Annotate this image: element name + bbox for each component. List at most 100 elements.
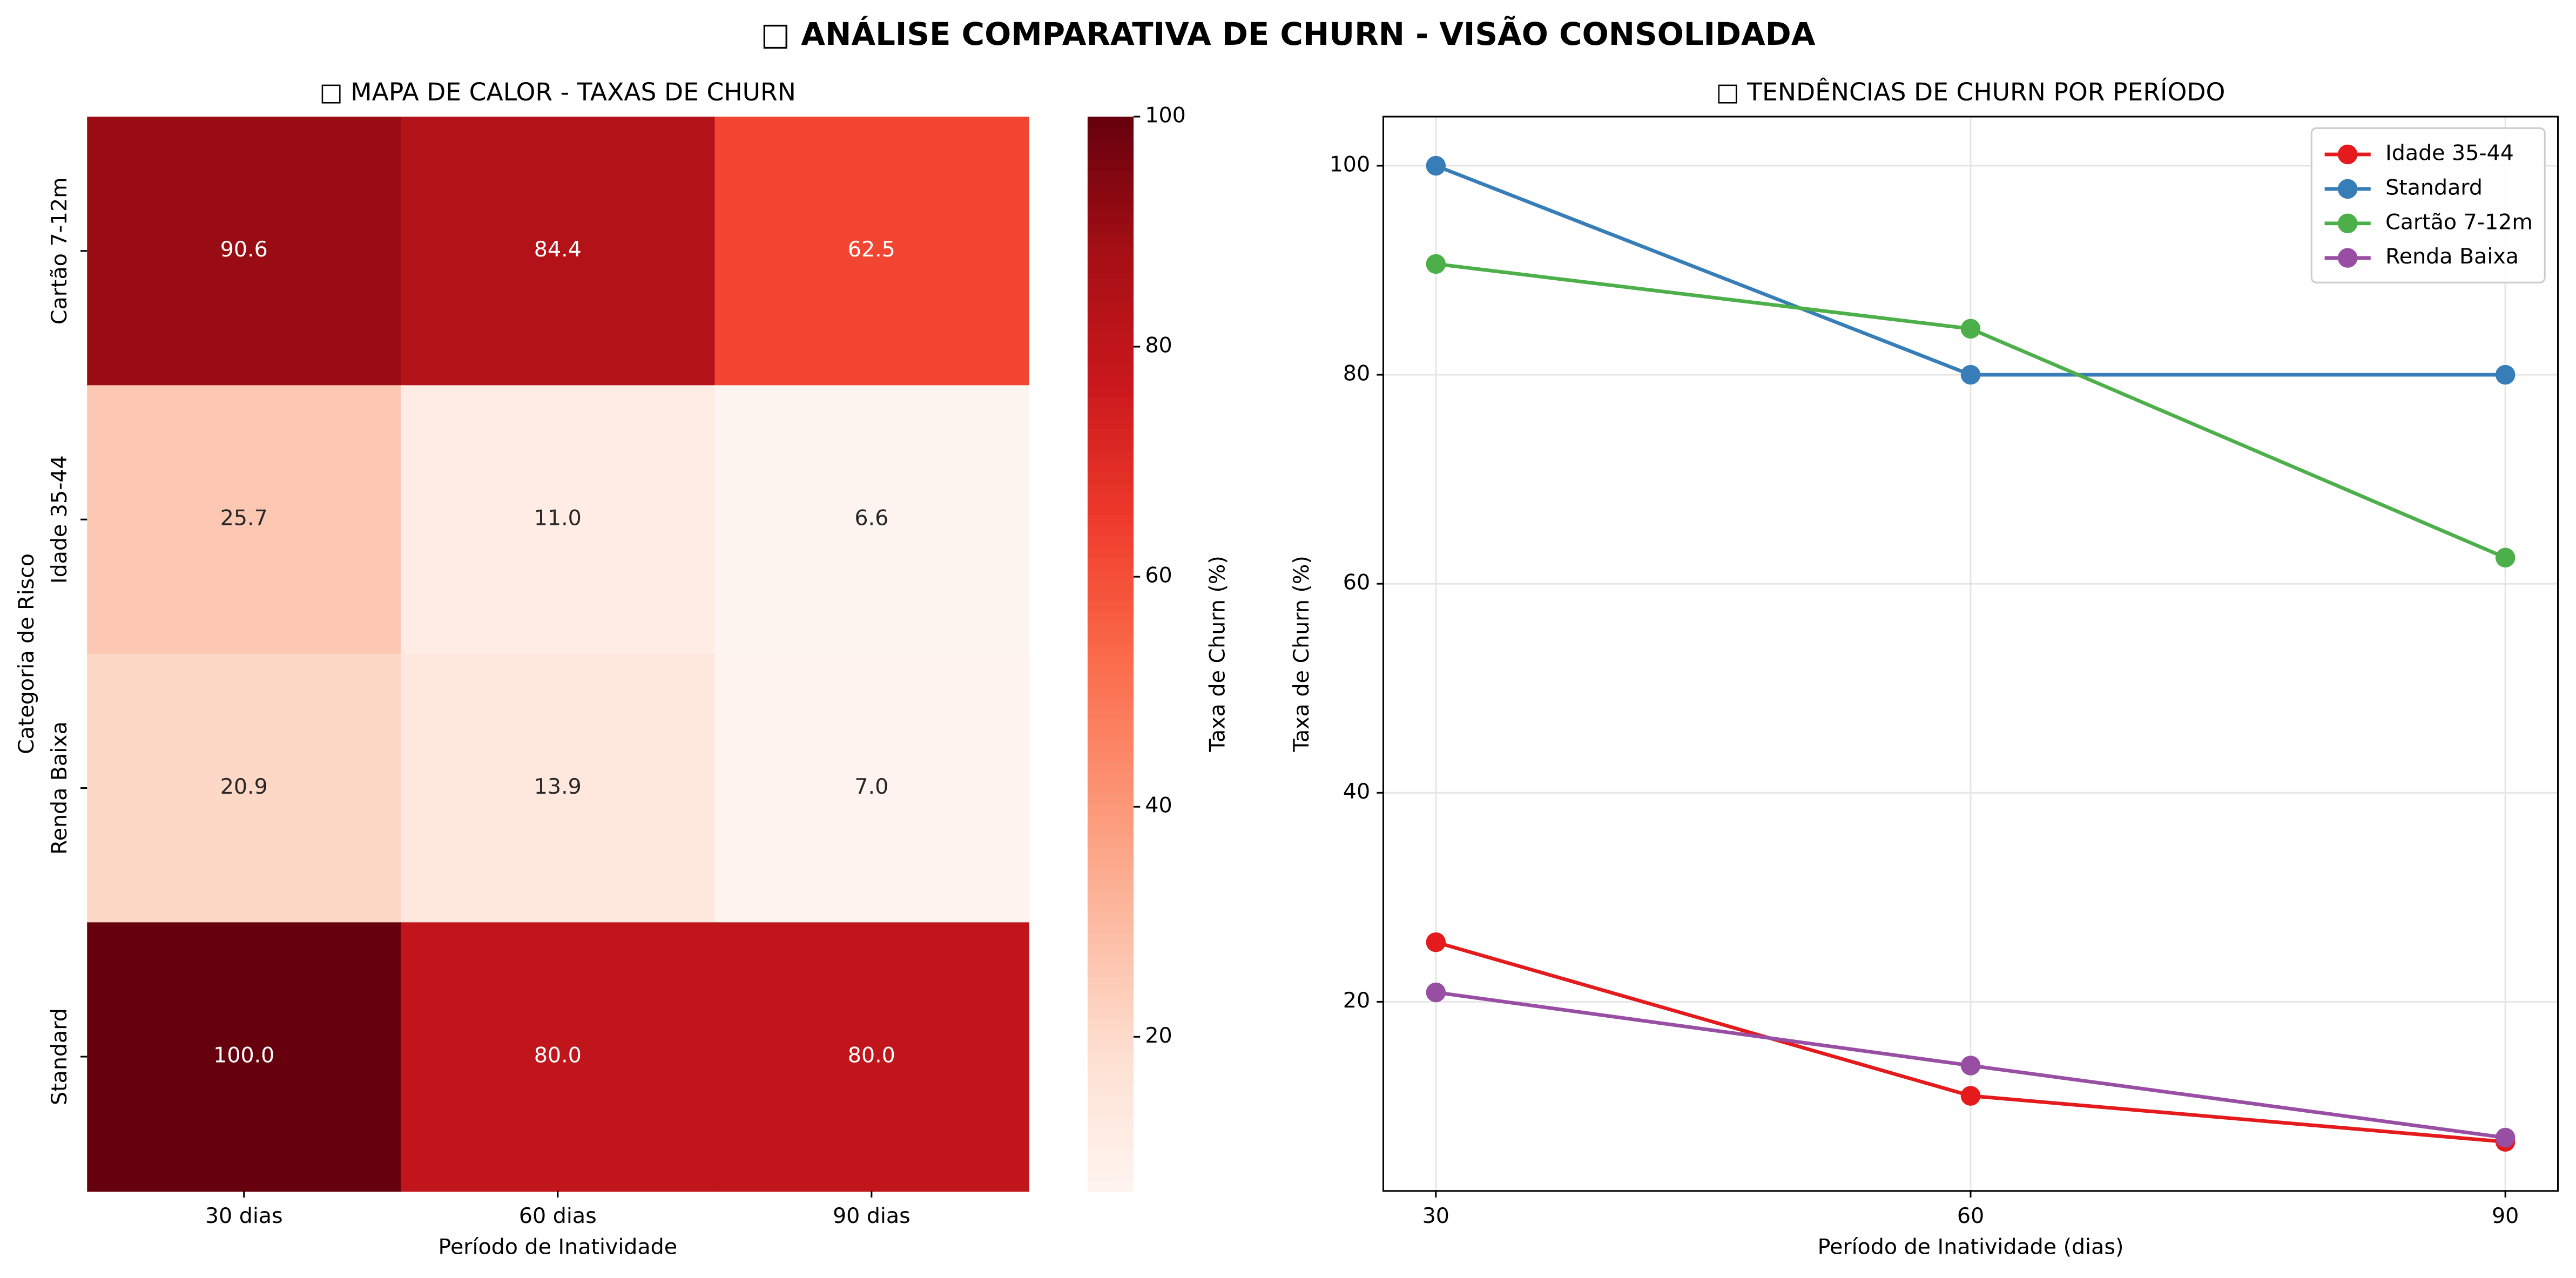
x-tick-label: 60 dias	[519, 1203, 597, 1228]
colorbar-segment	[1087, 385, 1134, 397]
heat-cell	[401, 922, 716, 1192]
colorbar-segment	[1087, 933, 1134, 945]
colorbar-tick-label: 100	[1145, 103, 1185, 128]
figure-title: □ ANÁLISE COMPARATIVA DE CHURN - VISÃO C…	[761, 15, 1816, 52]
colorbar-segment	[1087, 482, 1134, 493]
x-tick-label: 90	[2492, 1203, 2519, 1228]
colorbar-segment	[1087, 181, 1134, 193]
colorbar-segment	[1087, 986, 1134, 999]
point	[2495, 547, 2516, 568]
colorbar-segment	[1087, 449, 1134, 462]
y-tick-label: 100	[1330, 152, 1370, 177]
colorbar-segment	[1087, 1115, 1134, 1127]
colorbar-segment	[1087, 1137, 1134, 1149]
colorbar-segment	[1087, 192, 1134, 204]
colorbar-segment	[1087, 890, 1134, 902]
cell-label: 84.4	[534, 237, 582, 262]
colorbar-segment	[1087, 965, 1134, 977]
colorbar-segment	[1087, 750, 1134, 762]
legend-box	[2310, 127, 2546, 283]
colorbar-segment	[1087, 299, 1134, 311]
colorbar-segment	[1087, 428, 1134, 440]
cell-label: 25.7	[220, 506, 268, 531]
colorbar-segment	[1087, 536, 1134, 547]
cell-label: 80.0	[848, 1043, 895, 1068]
colorbar-tick-label: 80	[1145, 333, 1172, 358]
cell-label: 90.6	[220, 237, 268, 262]
colorbar-segment	[1087, 1008, 1134, 1020]
y-tick-label: 60	[1343, 570, 1370, 595]
heat-cell	[401, 653, 716, 923]
y-axis-label: Taxa de Churn (%)	[1289, 556, 1314, 752]
colorbar-segment	[1087, 955, 1134, 966]
colorbar-segment	[1087, 1105, 1134, 1117]
heat-cell	[401, 385, 716, 655]
y-tick-label: 20	[1343, 988, 1370, 1013]
cell-label: 6.6	[854, 506, 888, 531]
point	[1426, 155, 1446, 176]
heat-cell	[87, 385, 402, 655]
colorbar-segment	[1087, 471, 1134, 483]
colorbar-segment	[1087, 1019, 1134, 1031]
point	[2495, 1127, 2516, 1148]
colorbar-segment	[1087, 944, 1134, 956]
colorbar-label: Taxa de Churn (%)	[1205, 556, 1230, 752]
colorbar-segment	[1087, 256, 1134, 268]
point	[1426, 932, 1446, 952]
colorbar-segment	[1087, 826, 1134, 837]
cell-label: 80.0	[534, 1043, 582, 1068]
colorbar-segment	[1087, 868, 1134, 881]
y-tick-label: Cartão 7-12m	[47, 177, 72, 324]
colorbar-segment	[1087, 1083, 1134, 1096]
colorbar-segment	[1087, 374, 1134, 386]
x-tick-label: 30	[1422, 1203, 1449, 1228]
colorbar-segment	[1087, 492, 1134, 504]
colorbar-segment	[1087, 589, 1134, 601]
colorbar-segment	[1087, 363, 1134, 376]
legend-marker	[2337, 248, 2358, 268]
legend-label: Standard	[2385, 175, 2483, 200]
point	[1960, 1086, 1981, 1106]
colorbar-segment	[1087, 525, 1134, 537]
y-tick-label: Idade 35-44	[47, 455, 72, 584]
colorbar-segment	[1087, 514, 1134, 526]
cell-label: 13.9	[534, 774, 582, 799]
colorbar-segment	[1087, 234, 1134, 247]
colorbar-segment	[1087, 793, 1134, 805]
cell-label: 100.0	[213, 1043, 274, 1068]
colorbar-segment	[1087, 976, 1134, 988]
colorbar-segment	[1087, 740, 1134, 752]
colorbar-segment	[1087, 396, 1134, 408]
colorbar-segment	[1087, 1040, 1134, 1052]
colorbar-segment	[1087, 1061, 1134, 1074]
colorbar-segment	[1087, 567, 1134, 580]
heat-cell	[87, 117, 402, 386]
colorbar-segment	[1087, 170, 1134, 182]
colorbar-segment	[1087, 1051, 1134, 1063]
colorbar-segment	[1087, 148, 1134, 161]
legend-marker	[2337, 144, 2358, 165]
colorbar-segment	[1087, 503, 1134, 515]
colorbar-segment	[1087, 804, 1134, 816]
colorbar-segment	[1087, 911, 1134, 923]
colorbar-segment	[1087, 288, 1134, 300]
cell-label: 20.9	[220, 774, 268, 799]
colorbar-tick-label: 40	[1145, 793, 1172, 818]
colorbar-segment	[1087, 1169, 1134, 1181]
colorbar-segment	[1087, 922, 1134, 934]
x-tick-label: 60	[1957, 1203, 1984, 1228]
colorbar-segment	[1087, 611, 1134, 623]
colorbar-segment	[1087, 1126, 1134, 1138]
colorbar-segment	[1087, 213, 1134, 225]
legend-marker	[2337, 179, 2358, 199]
colorbar-segment	[1087, 643, 1134, 655]
x-axis-label: Período de Inatividade	[439, 1235, 678, 1260]
colorbar-segment	[1087, 278, 1134, 289]
colorbar-segment	[1087, 202, 1134, 214]
x-axis-label: Período de Inatividade (dias)	[1818, 1235, 2124, 1260]
colorbar-segment	[1087, 245, 1134, 258]
colorbar-segment	[1087, 782, 1134, 795]
y-tick-label: Renda Baixa	[47, 721, 72, 855]
heat-cell	[714, 922, 1029, 1192]
